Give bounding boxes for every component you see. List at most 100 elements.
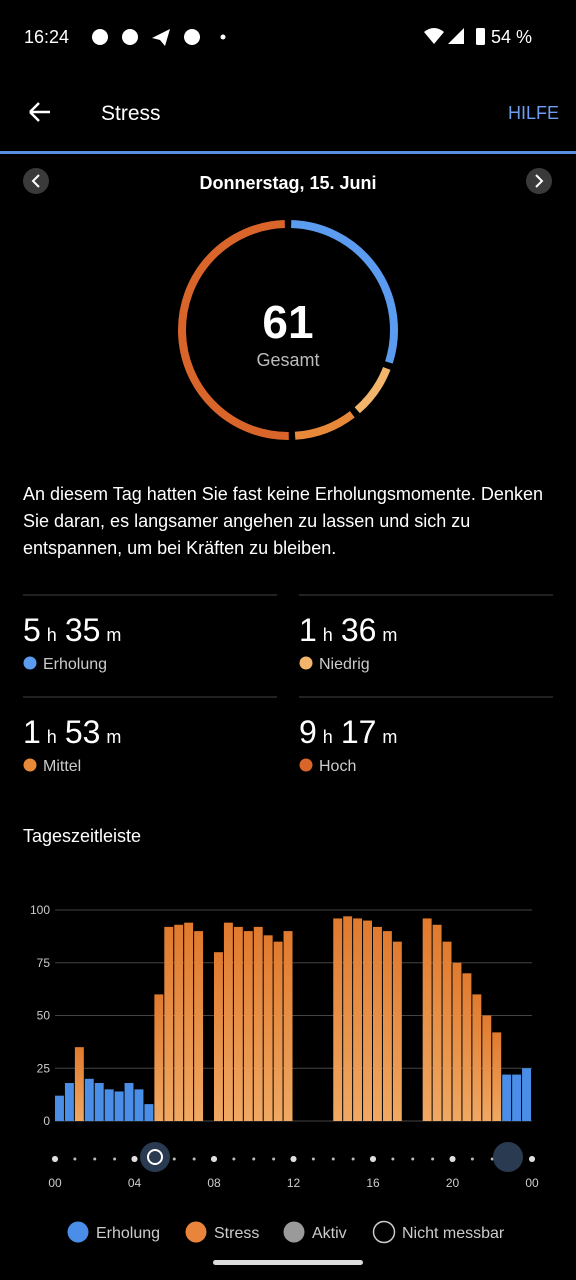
legend-label: Nicht messbar	[402, 1225, 505, 1242]
hour-dot	[272, 1157, 276, 1161]
section-title: Tageszeitleiste	[23, 826, 141, 846]
bar	[134, 1089, 144, 1121]
stat-label: Niedrig	[319, 656, 370, 673]
x-tick	[529, 1156, 535, 1162]
x-tick	[52, 1156, 58, 1162]
stat-minutes: 53	[65, 714, 101, 750]
bar	[174, 924, 184, 1121]
ring-segment	[291, 220, 398, 364]
bar	[343, 916, 353, 1121]
stat-hours: 1	[299, 612, 317, 648]
status-time: 16:24	[24, 27, 69, 47]
bar	[512, 1074, 522, 1121]
legend-label: Aktiv	[312, 1225, 347, 1242]
hour-dot	[351, 1157, 355, 1161]
bar	[94, 1083, 104, 1121]
bar	[84, 1078, 94, 1121]
stat-hour-unit: h	[47, 727, 57, 747]
stat-hours: 9	[299, 714, 317, 750]
x-tick	[211, 1156, 217, 1162]
hour-dot	[431, 1157, 435, 1161]
stat-minutes: 36	[341, 612, 377, 648]
hour-dot	[113, 1157, 117, 1161]
hour-dot	[490, 1157, 494, 1161]
y-tick-label: 25	[37, 1061, 51, 1075]
bar	[363, 920, 372, 1121]
x-tick	[370, 1156, 376, 1162]
stat-duration: 1 h 36 m	[299, 612, 397, 648]
bar	[154, 994, 164, 1121]
bar	[472, 994, 482, 1121]
y-tick-label: 50	[37, 1009, 51, 1023]
bar	[502, 1074, 512, 1121]
hour-dot	[192, 1157, 196, 1161]
bar	[452, 962, 462, 1121]
date: Donnerstag, 15. Juni	[199, 173, 376, 193]
bar	[214, 952, 223, 1121]
header-divider	[0, 151, 576, 154]
ring-segment	[178, 220, 289, 440]
stat-hour-unit: h	[323, 727, 333, 747]
x-tick-label: 12	[287, 1176, 301, 1190]
stat-hours: 1	[23, 714, 41, 750]
stat-hour-unit: h	[323, 625, 333, 645]
x-tick-label: 00	[48, 1176, 62, 1190]
home-indicator	[213, 1260, 363, 1265]
y-tick-label: 100	[30, 903, 50, 917]
ring-label: Gesamt	[256, 350, 319, 370]
hour-dot	[311, 1157, 315, 1161]
page-title: Stress	[101, 102, 161, 125]
stat-minute-unit: m	[382, 727, 397, 747]
stat-label: Hoch	[319, 758, 356, 775]
bar	[442, 941, 452, 1121]
ring	[178, 220, 398, 440]
bar	[194, 931, 204, 1121]
hour-dot	[252, 1157, 256, 1161]
stat-hours: 5	[23, 612, 41, 648]
x-tick	[449, 1156, 456, 1162]
bar	[263, 935, 273, 1121]
message: An diesem Tag hatten Sie fast keine Erho…	[23, 484, 543, 558]
next-day[interactable]	[526, 168, 552, 194]
stat-minute-unit: m	[106, 727, 121, 747]
stat-minute-unit: m	[382, 625, 397, 645]
legend-swatch	[372, 1220, 396, 1244]
timeline-chart: 0 25 50 75 100 00 04 08 12 16 20 00 Erholung Stress Ak…	[30, 903, 539, 1244]
y-tick-label: 75	[37, 956, 51, 970]
alarm-face	[147, 1149, 163, 1165]
hour-dot	[391, 1157, 395, 1161]
bar	[164, 926, 174, 1121]
x-tick-label: 16	[366, 1176, 380, 1190]
legend-swatch	[283, 1221, 305, 1243]
x-tick	[131, 1156, 138, 1162]
bar	[223, 922, 233, 1121]
bar	[233, 926, 243, 1121]
help-button[interactable]: HILFE	[508, 103, 559, 123]
legend-swatch	[67, 1221, 89, 1243]
prev-day[interactable]	[23, 168, 49, 194]
stat-hour-unit: h	[47, 625, 57, 645]
bar	[422, 918, 432, 1121]
back-button[interactable]	[29, 102, 50, 122]
stat-dot	[299, 758, 313, 772]
alarm-icon	[140, 1142, 170, 1172]
y-tick-label: 0	[43, 1114, 50, 1128]
stat-minutes: 35	[65, 612, 101, 648]
stat-duration: 9 h 17 m	[299, 714, 397, 750]
bar	[283, 931, 293, 1121]
stat-duration: 1 h 53 m	[23, 714, 121, 750]
bar	[55, 1095, 64, 1121]
sleep-icon	[493, 1142, 523, 1172]
stat-label: Erholung	[43, 656, 107, 673]
bar	[184, 922, 194, 1121]
ring-score: 61	[262, 296, 313, 348]
bar	[373, 926, 382, 1121]
bar	[64, 1083, 74, 1121]
bar	[353, 918, 363, 1121]
stat-dot	[23, 656, 37, 670]
bar	[273, 941, 283, 1121]
bar	[392, 941, 402, 1121]
